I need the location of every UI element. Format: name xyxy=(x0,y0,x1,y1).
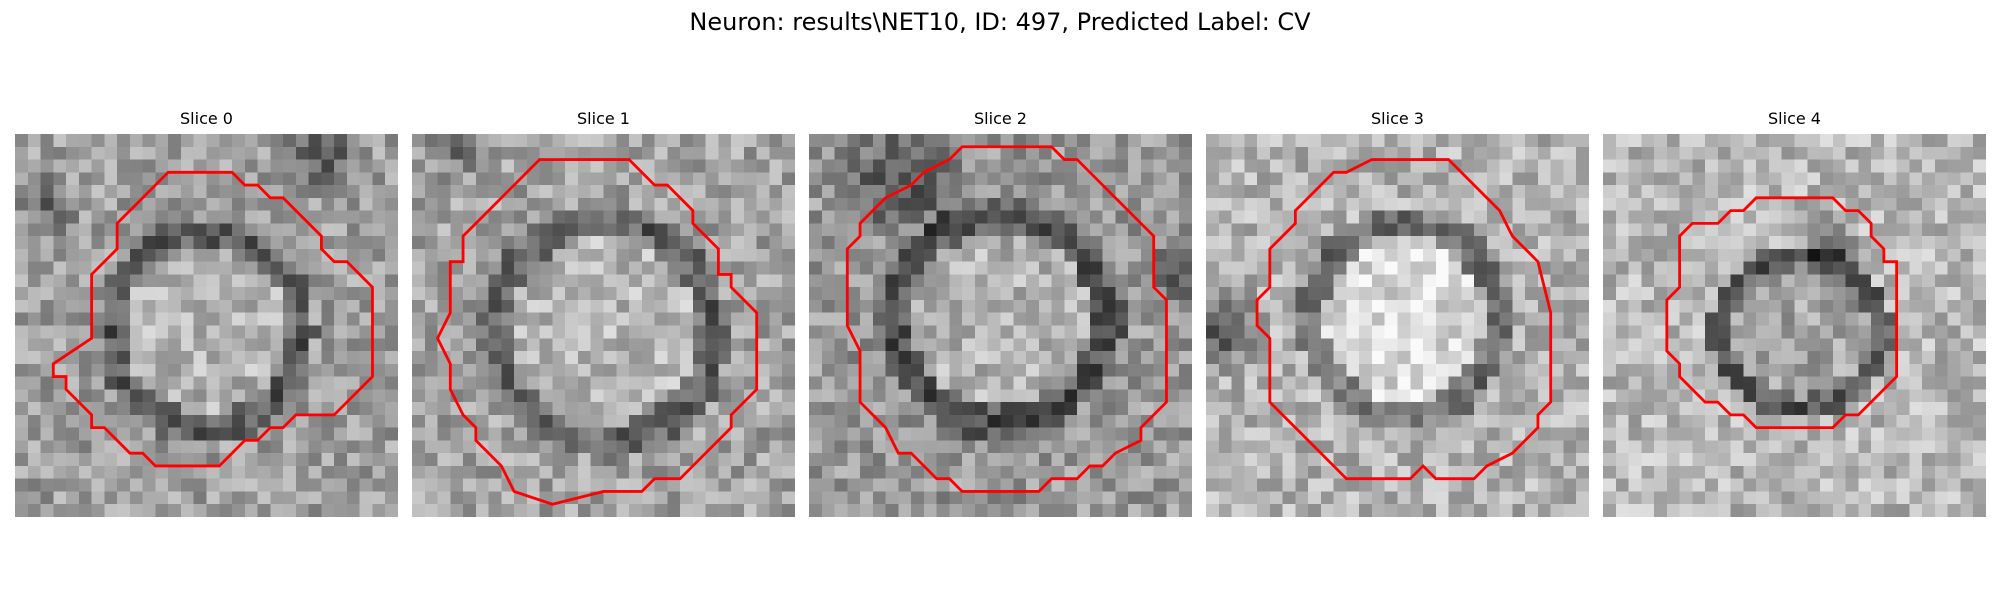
slice-title: Slice 2 xyxy=(974,109,1027,128)
slice-panel-3: Slice 3 xyxy=(1206,110,1589,521)
contour-outline xyxy=(435,158,759,506)
slice-panel-4: Slice 4 xyxy=(1603,110,1986,521)
contour-outline xyxy=(1255,158,1553,481)
slice-image xyxy=(412,134,795,517)
slice-panel-0: Slice 0 xyxy=(15,110,398,521)
contour-outline xyxy=(845,145,1168,493)
slice-image xyxy=(809,134,1192,517)
slice-title: Slice 4 xyxy=(1768,109,1821,128)
contour-outline xyxy=(51,170,374,468)
slice-panel-1: Slice 1 xyxy=(412,110,795,521)
slice-image xyxy=(15,134,398,517)
slice-title: Slice 1 xyxy=(577,109,630,128)
slice-title: Slice 3 xyxy=(1371,109,1424,128)
contour-outline xyxy=(1665,196,1899,430)
figure-title: Neuron: results\NET10, ID: 497, Predicte… xyxy=(689,8,1311,36)
slice-image xyxy=(1603,134,1986,517)
slice-title: Slice 0 xyxy=(180,109,233,128)
slice-image xyxy=(1206,134,1589,517)
slice-panel-2: Slice 2 xyxy=(809,110,1192,521)
